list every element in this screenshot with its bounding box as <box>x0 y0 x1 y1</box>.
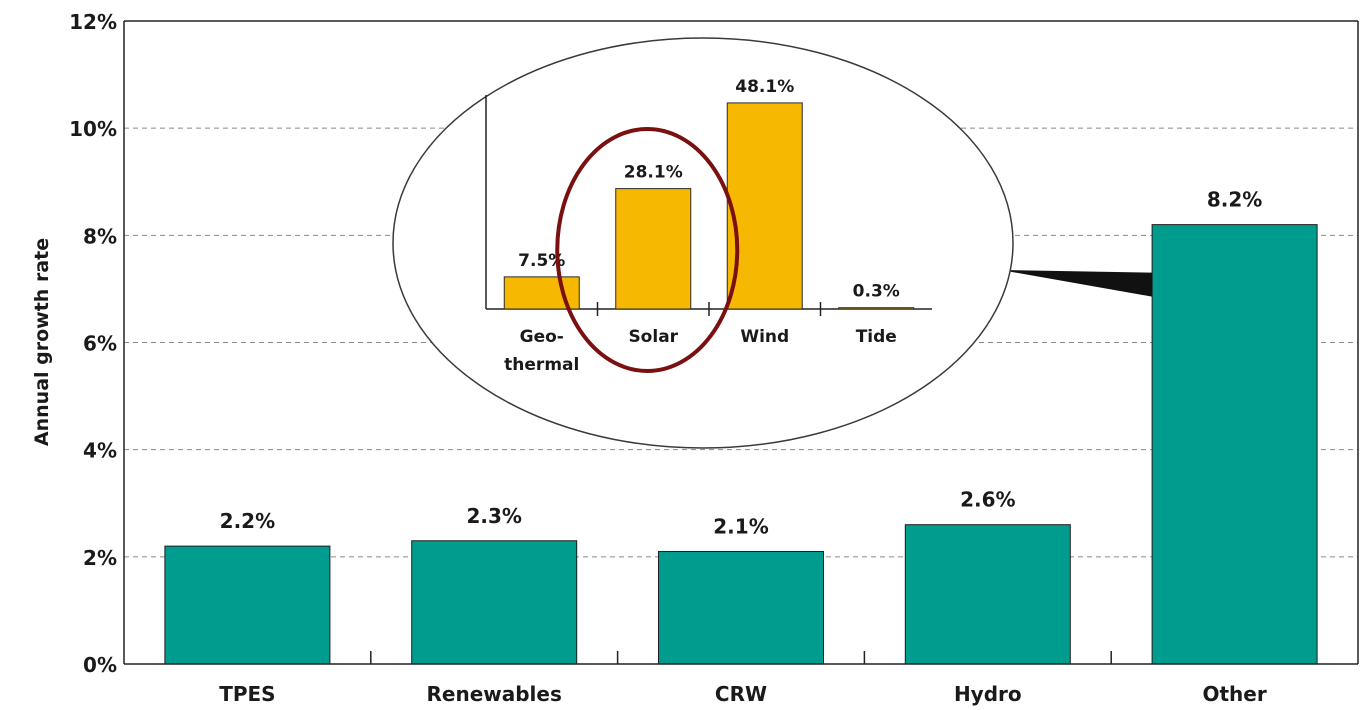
x-tick-label: CRW <box>715 682 767 706</box>
inset-data-label: 7.5% <box>518 251 565 271</box>
x-tick-label: Renewables <box>427 682 562 706</box>
inset-bar <box>726 102 803 310</box>
x-tick-label: TPES <box>219 682 275 706</box>
y-tick-label: 10% <box>69 117 117 141</box>
data-label: 2.1% <box>713 514 768 538</box>
inset-ellipse <box>392 37 1014 449</box>
bar <box>658 550 824 665</box>
axes <box>123 20 1359 665</box>
y-tick-label: 2% <box>83 546 117 570</box>
bar <box>164 545 331 665</box>
inset-x-tick-label: Wind <box>740 327 789 347</box>
inset-bar <box>838 307 915 310</box>
inset-x-tick-label: thermal <box>504 355 579 375</box>
inset-data-label: 0.3% <box>853 282 900 302</box>
inset-data-label: 28.1% <box>624 163 683 183</box>
main-bars: 2.2% TPES 2.3% Renewables 2.1% CRW 2.6% Hydro 8.… <box>164 188 1318 706</box>
y-axis-label: Annual growth rate <box>31 238 53 446</box>
y-axis-ticks: 0% 2% 4% 6% 8% 10% 12% <box>69 10 117 677</box>
bar <box>904 524 1071 665</box>
inset-zoom-panel: 7.5% Geo-thermal 28.1% Solar 48.1% Wind 0.3% Ti… <box>392 37 1153 449</box>
y-tick-label: 4% <box>83 439 117 463</box>
data-label: 2.2% <box>220 509 275 533</box>
inset-x-tick-label: Solar <box>628 327 678 347</box>
data-label: 2.3% <box>466 504 521 528</box>
callout-pointer <box>1001 270 1153 297</box>
inset-data-label: 48.1% <box>735 77 794 97</box>
x-tick-label: Hydro <box>954 682 1022 706</box>
y-tick-label: 6% <box>83 332 117 356</box>
bar <box>1151 224 1318 665</box>
x-tick-label: Other <box>1202 682 1266 706</box>
inset-bar <box>615 188 692 310</box>
y-tick-label: 0% <box>83 653 117 677</box>
inset-x-tick-label: Tide <box>856 327 897 347</box>
data-label: 2.6% <box>960 488 1015 512</box>
data-label: 8.2% <box>1207 188 1262 212</box>
inset-x-tick-label: Geo- <box>520 327 564 347</box>
y-tick-label: 8% <box>83 224 117 248</box>
highlight-ring <box>555 127 740 373</box>
bar <box>411 540 578 665</box>
y-tick-label: 12% <box>69 10 117 34</box>
